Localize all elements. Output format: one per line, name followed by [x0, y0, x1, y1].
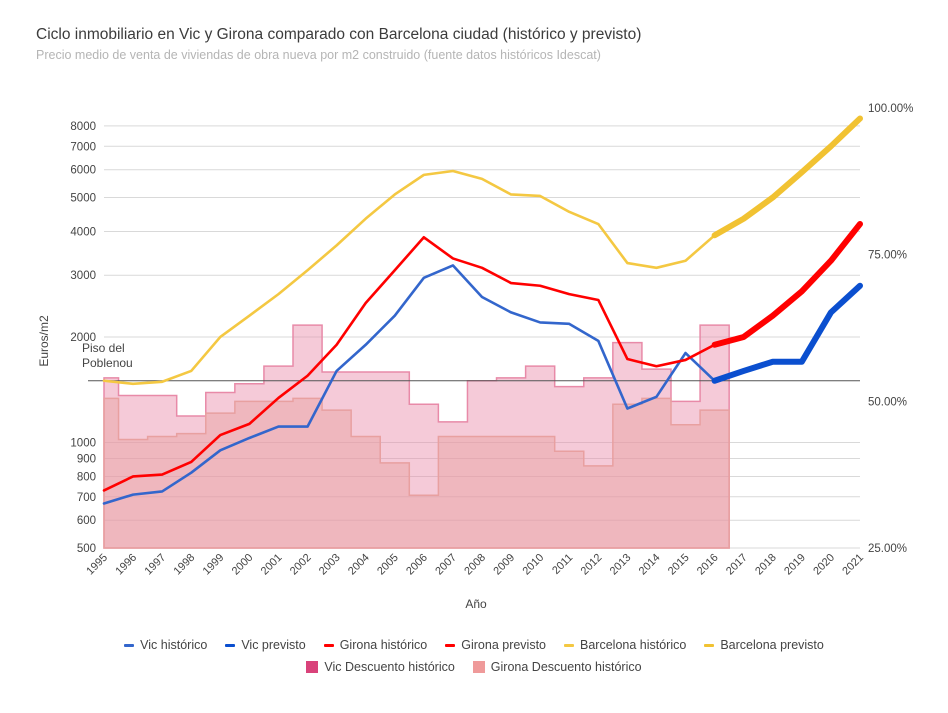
x-tick-label-2013: 2013 [608, 552, 634, 578]
y-tick-label-600: 600 [77, 515, 96, 527]
x-tick-label-2020: 2020 [811, 552, 837, 578]
legend-swatch-girona-descuento-historico [472, 661, 485, 673]
y-tick-label-3000: 3000 [70, 270, 96, 282]
y2-tick-label-75-00: 75.00% [868, 250, 907, 262]
x-tick-label-1998: 1998 [172, 552, 198, 578]
x-axis-label: Año [465, 597, 487, 611]
y-tick-label-8000: 8000 [70, 121, 96, 133]
x-tick-label-2004: 2004 [346, 552, 372, 578]
x-tick-label-1995: 1995 [84, 552, 110, 578]
x-tick-label-2017: 2017 [724, 552, 750, 578]
area-girona-descuento-historico [103, 397, 730, 549]
y-tick-label-1000: 1000 [70, 437, 96, 449]
x-tick-label-2012: 2012 [579, 552, 605, 578]
legend-label-barcelona-historico: Barcelona histórico [580, 638, 687, 652]
legend-item-vic-historico[interactable]: Vic histórico [124, 638, 207, 652]
discount-areas [103, 324, 730, 549]
x-tick-label-2002: 2002 [288, 552, 314, 578]
line-vic-historico [102, 264, 716, 505]
legend-swatch-girona-historico [323, 643, 334, 647]
reference-label-line1: Piso del [82, 341, 125, 355]
legend-item-barcelona-historico[interactable]: Barcelona histórico [564, 638, 686, 652]
y-tick-label-800: 800 [77, 471, 96, 483]
x-tick-label-1996: 1996 [113, 552, 139, 578]
legend-swatch-vic-descuento-historico [306, 661, 319, 673]
legend-item-vic-previsto[interactable]: Vic previsto [225, 638, 306, 652]
y2-tick-label-25-00: 25.00% [868, 543, 907, 555]
x-tick-label-2019: 2019 [782, 552, 808, 578]
y-tick-label-6000: 6000 [70, 165, 96, 177]
reference-label-line2: Poblenou [82, 356, 133, 370]
x-tick-label-2015: 2015 [666, 552, 692, 578]
legend-label-vic-historico: Vic histórico [140, 638, 208, 652]
legend-label-vic-descuento-historico: Vic Descuento histórico [324, 660, 455, 674]
line-barcelona-historico [102, 169, 716, 386]
legend-item-girona-historico[interactable]: Girona histórico [323, 638, 428, 652]
legend-label-girona-historico: Girona histórico [339, 638, 428, 652]
y-tick-label-900: 900 [77, 454, 96, 466]
line-vic-previsto [711, 282, 863, 384]
legend-label-barcelona-previsto: Barcelona previsto [720, 638, 824, 652]
x-tick-label-2007: 2007 [433, 552, 459, 578]
area-vic-descuento-historico [103, 324, 730, 549]
legend-row-1: Vic histórico Vic previsto Girona históric… [0, 638, 948, 652]
y-tick-label-700: 700 [77, 492, 96, 504]
legend-item-girona-previsto[interactable]: Girona previsto [445, 638, 546, 652]
legend-swatch-vic-previsto [225, 643, 236, 647]
y-axis-label: Euros/m2 [37, 315, 51, 367]
x-tick-label-2000: 2000 [230, 552, 256, 578]
legend-item-vic-descuento-historico[interactable]: Vic Descuento histórico [306, 660, 455, 674]
legend-item-barcelona-previsto[interactable]: Barcelona previsto [704, 638, 824, 652]
x-tick-label-2006: 2006 [404, 552, 430, 578]
line-barcelona-previsto [711, 115, 863, 239]
legend-label-girona-previsto: Girona previsto [461, 638, 547, 652]
legend-swatch-vic-historico [124, 643, 135, 647]
legend-swatch-barcelona-historico [564, 643, 575, 647]
line-girona-previsto [711, 221, 863, 348]
x-tick-label-2011: 2011 [550, 552, 575, 577]
legend-label-vic-previsto: Vic previsto [241, 638, 306, 652]
x-tick-label-2021: 2021 [840, 552, 866, 578]
legend-row-2: Vic Descuento histórico Girona Descuento … [0, 660, 948, 674]
legend-label-girona-descuento-historico: Girona Descuento histórico [490, 660, 642, 674]
y2-tick-label-50-00: 50.00% [868, 396, 907, 408]
x-tick-label-2001: 2001 [259, 552, 285, 578]
price-lines [102, 115, 863, 505]
legend-item-girona-descuento-historico[interactable]: Girona Descuento histórico [472, 660, 642, 674]
x-tick-label-2009: 2009 [491, 552, 517, 578]
y2-tick-label-100-00: 100.00% [868, 103, 913, 115]
x-tick-label-1999: 1999 [201, 552, 227, 578]
chart-subtitle: Precio medio de venta de viviendas de ob… [36, 48, 601, 62]
x-tick-label-2018: 2018 [753, 552, 779, 578]
line-girona-historico [102, 235, 716, 492]
x-tick-label-2008: 2008 [462, 552, 488, 578]
chart-title: Ciclo inmobiliario en Vic y Girona compa… [36, 26, 642, 43]
x-tick-label-2005: 2005 [375, 552, 401, 578]
x-tick-label-1997: 1997 [142, 552, 168, 578]
y-tick-label-2000: 2000 [70, 332, 96, 344]
y-tick-label-500: 500 [77, 543, 96, 555]
x-tick-label-2010: 2010 [520, 552, 546, 578]
y-tick-label-4000: 4000 [70, 226, 96, 238]
y-tick-label-5000: 5000 [70, 192, 96, 204]
x-tick-label-2003: 2003 [317, 552, 343, 578]
x-tick-label-2016: 2016 [695, 552, 721, 578]
legend-swatch-barcelona-previsto [704, 643, 715, 647]
x-tick-label-2014: 2014 [637, 552, 663, 578]
y-tick-label-7000: 7000 [70, 141, 96, 153]
legend-swatch-girona-previsto [445, 643, 456, 647]
